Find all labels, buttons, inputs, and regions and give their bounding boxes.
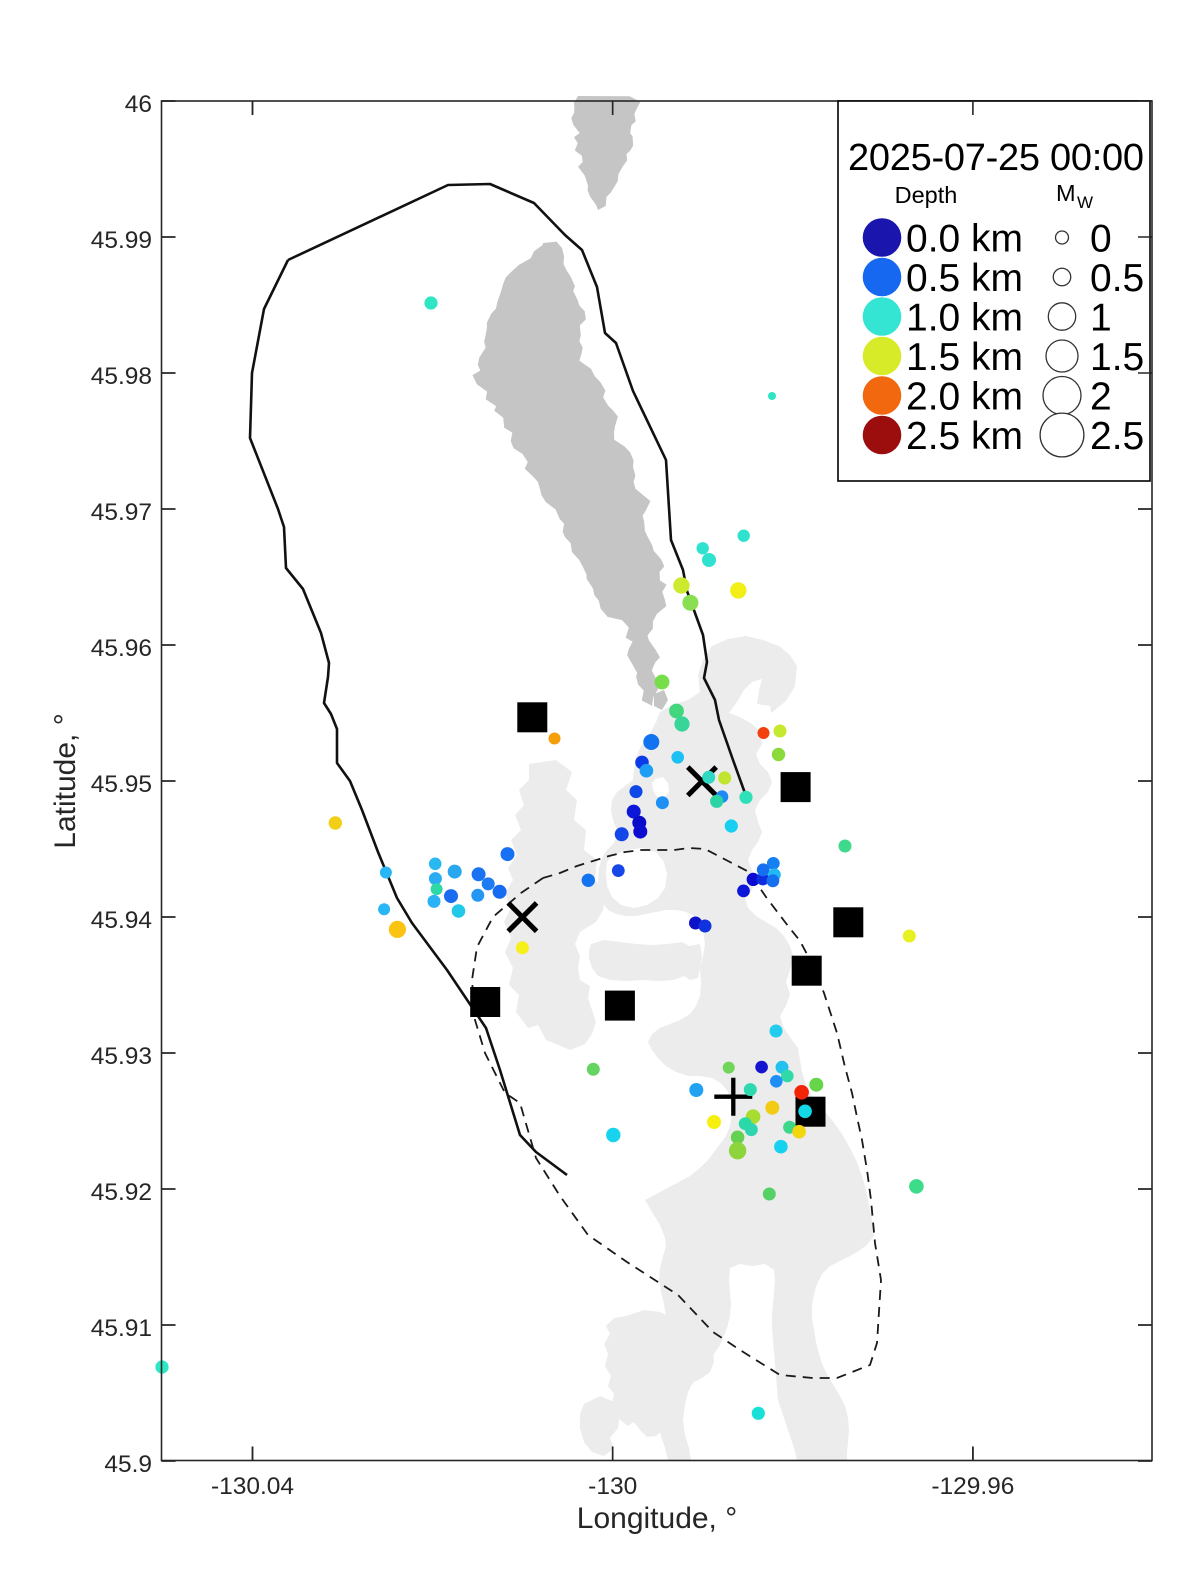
svg-text:W: W xyxy=(1077,193,1093,212)
svg-text:2.5 km: 2.5 km xyxy=(906,415,1023,458)
svg-text:0: 0 xyxy=(1090,218,1112,261)
svg-text:M: M xyxy=(1056,180,1076,206)
svg-text:45.97: 45.97 xyxy=(91,499,152,526)
svg-text:2025-07-25 00:00: 2025-07-25 00:00 xyxy=(848,137,1144,179)
svg-text:2.5: 2.5 xyxy=(1090,415,1144,458)
svg-text:1: 1 xyxy=(1090,297,1112,340)
svg-text:45.98: 45.98 xyxy=(91,363,152,390)
svg-text:45.92: 45.92 xyxy=(91,1179,152,1206)
svg-text:1.5 km: 1.5 km xyxy=(906,336,1023,379)
svg-text:Depth: Depth xyxy=(895,182,958,208)
svg-text:-130.04: -130.04 xyxy=(211,1473,294,1500)
svg-text:0.0 km: 0.0 km xyxy=(906,218,1023,261)
svg-text:1.5: 1.5 xyxy=(1090,336,1144,379)
svg-text:-129.96: -129.96 xyxy=(931,1473,1014,1500)
svg-text:0.5: 0.5 xyxy=(1090,257,1144,300)
svg-text:1.0 km: 1.0 km xyxy=(906,297,1023,340)
svg-text:2: 2 xyxy=(1090,376,1112,419)
svg-text:Latitude, °: Latitude, ° xyxy=(49,713,82,848)
svg-text:45.94: 45.94 xyxy=(91,907,152,934)
svg-text:45.99: 45.99 xyxy=(91,227,152,254)
svg-text:45.9: 45.9 xyxy=(104,1451,152,1478)
svg-text:45.93: 45.93 xyxy=(91,1043,152,1070)
svg-text:46: 46 xyxy=(125,91,152,118)
svg-text:Longitude, °: Longitude, ° xyxy=(577,1502,737,1535)
svg-text:45.96: 45.96 xyxy=(91,635,152,662)
svg-text:0.5 km: 0.5 km xyxy=(906,257,1023,300)
svg-text:2.0 km: 2.0 km xyxy=(906,376,1023,419)
svg-text:45.95: 45.95 xyxy=(91,771,152,798)
svg-text:45.91: 45.91 xyxy=(91,1315,152,1342)
svg-text:-130: -130 xyxy=(588,1473,637,1500)
